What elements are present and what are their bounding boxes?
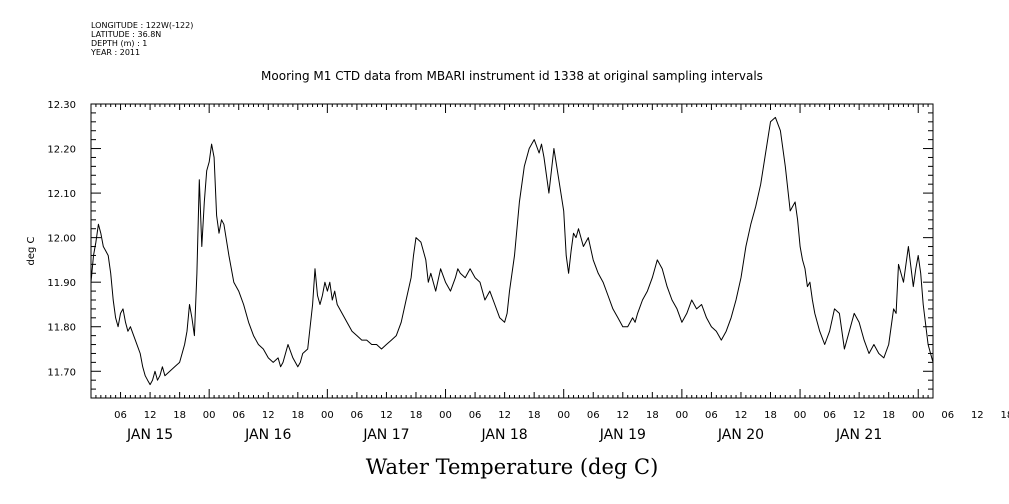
x-tick-label: 00 [676,410,689,421]
x-tick-label: 12 [262,410,275,421]
axis-ticks [90,103,934,399]
chart-title: Mooring M1 CTD data from MBARI instrumen… [261,69,763,83]
x-tick-label: 18 [291,410,304,421]
x-tick-label: 12 [380,410,393,421]
x-tick-label: 06 [469,410,482,421]
x-tick-label: 18 [882,410,895,421]
y-tick-label: 12.10 [47,189,76,200]
x-tick-label: 06 [232,410,245,421]
x-tick-label: 18 [528,410,541,421]
plot-frame [90,103,934,399]
y-tick-label: 11.70 [47,367,76,378]
x-tick-label: 12 [144,410,157,421]
y-tick-label: 11.80 [47,323,76,334]
x-tick-label: 00 [321,410,334,421]
day-label: JAN 21 [835,427,882,443]
x-axis-label: Water Temperature (deg C) [366,455,659,479]
x-tick-label: 18 [410,410,423,421]
x-tick-label: 18 [173,410,186,421]
day-label: JAN 19 [599,427,646,443]
x-tick-labels: 06 12 18 00 06 12 18 00 06 12 18 00 06 12 18 00 06 12 18 00… [114,410,1009,421]
year-label: YEAR : 2011 [91,48,141,57]
y-axis-label: deg C [26,236,37,265]
x-tick-label: 00 [912,410,925,421]
day-label: JAN 18 [481,427,528,443]
x-tick-label: 06 [823,410,836,421]
depth-label: DEPTH (m) : 1 [91,39,148,48]
day-label: JAN 15 [126,427,173,443]
x-tick-label: 00 [203,410,216,421]
y-tick-label: 12.20 [47,145,76,156]
x-tick-label: 12 [971,410,984,421]
x-tick-label: 12 [616,410,629,421]
y-tick-label: 11.90 [47,278,76,289]
x-tick-label: 12 [853,410,866,421]
x-tick-label: 18 [1000,410,1009,421]
longitude-label: LONGITUDE : 122W(-122) [91,21,194,30]
x-tick-label: 00 [794,410,807,421]
x-tick-label: 00 [557,410,570,421]
temperature-series-line [90,116,934,386]
latitude-label: LATITUDE : 36.8N [91,30,162,39]
x-tick-label: 18 [764,410,777,421]
x-tick-label: 00 [439,410,452,421]
x-tick-label: 12 [498,410,511,421]
metadata-block: LONGITUDE : 122W(-122) LATITUDE : 36.8N … [91,21,193,57]
x-tick-label: 12 [735,410,748,421]
x-tick-label: 06 [587,410,600,421]
x-tick-label: 06 [114,410,127,421]
y-tick-label: 12.00 [47,234,76,245]
x-tick-label: 06 [705,410,718,421]
day-label: JAN 20 [717,427,764,443]
y-tick-labels: 11.70 11.80 11.90 12.00 12.10 12.20 12.30 [47,100,76,378]
x-tick-label: 06 [351,410,364,421]
day-label: JAN 17 [362,427,409,443]
x-tick-label: 06 [941,410,954,421]
y-tick-label: 12.30 [47,100,76,111]
x-tick-label: 18 [646,410,659,421]
day-labels: JAN 15 JAN 16 JAN 17 JAN 18 JAN 19 JAN 20 JAN … [126,427,882,443]
day-label: JAN 16 [244,427,291,443]
